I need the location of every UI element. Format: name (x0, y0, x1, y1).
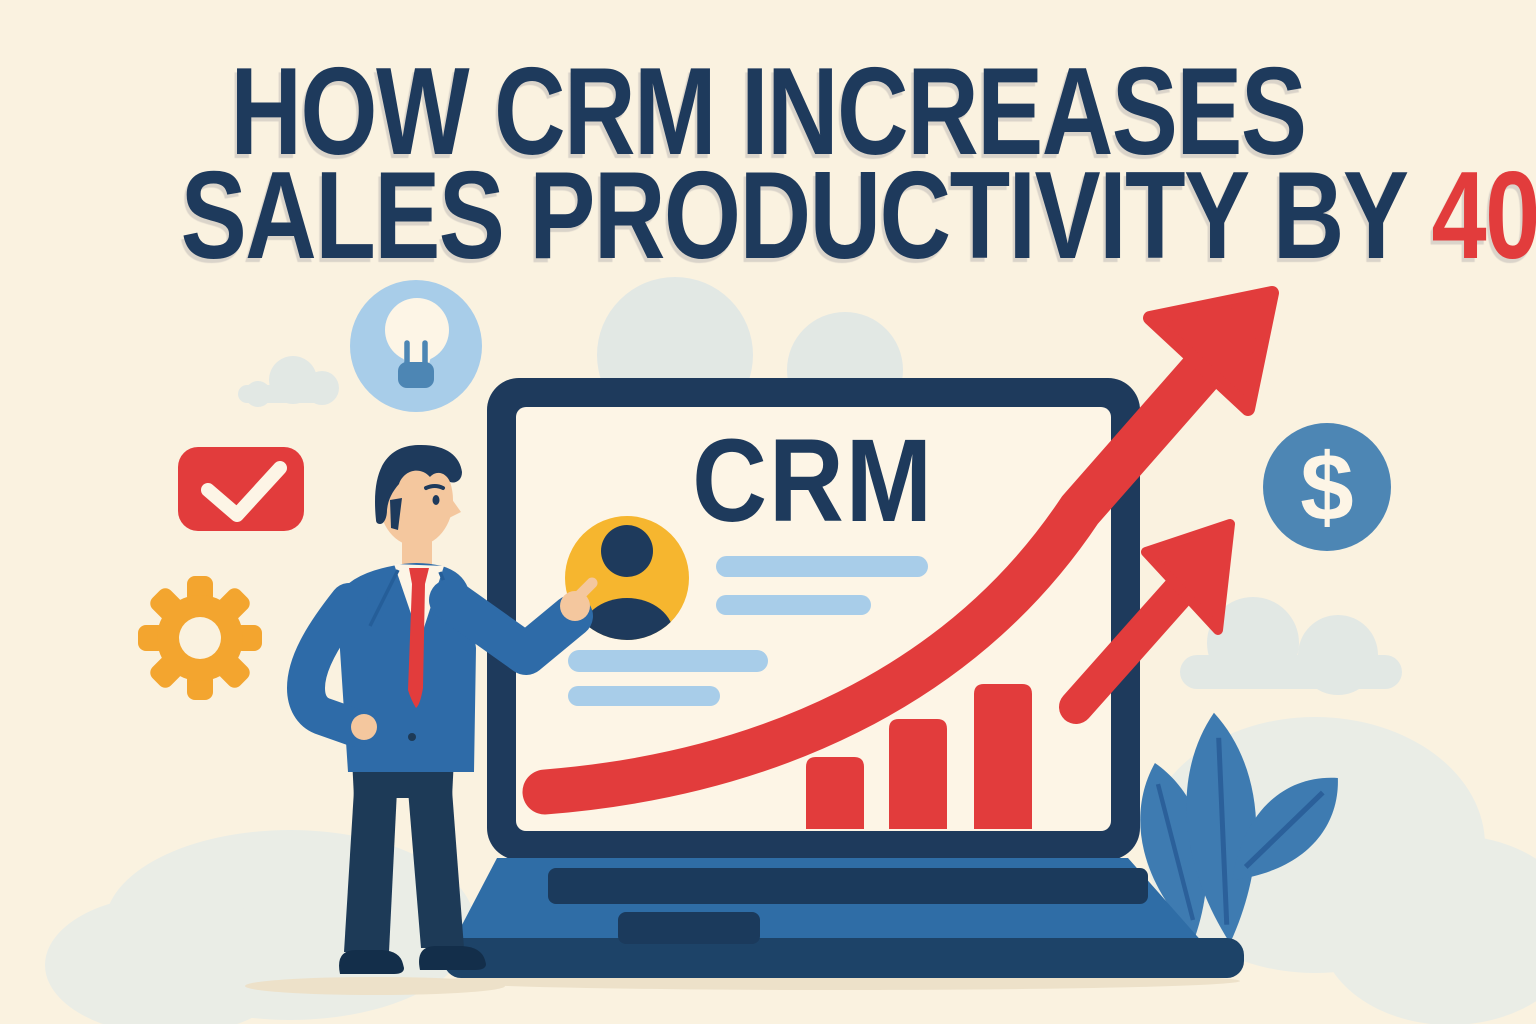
crm-dashboard: CRM (565, 414, 1032, 829)
left-hand (351, 714, 377, 740)
head (375, 444, 462, 546)
small-growth-arrow-icon (1059, 519, 1235, 724)
user-avatar-icon (565, 516, 689, 640)
eye (432, 495, 440, 505)
cloud-small-left (238, 356, 339, 407)
title-line-2: SALES PRODUCTIVITY BY 40% (0, 154, 1536, 278)
jacket-button (408, 733, 416, 741)
shoes (339, 946, 486, 974)
plant-leaf (1211, 756, 1359, 902)
right-arm (429, 579, 593, 675)
infographic-title: HOW CRM INCREASES SALES PRODUCTIVITY BY … (0, 43, 1536, 278)
hair (375, 444, 462, 524)
bar-3 (974, 684, 1032, 829)
tie (408, 568, 429, 708)
nose (449, 498, 461, 518)
checkmark-icon (178, 447, 304, 531)
plant-leaf (1179, 710, 1265, 946)
title-line-2-text: SALES PRODUCTIVITY BY (180, 147, 1432, 285)
plant-leaf (1125, 756, 1225, 944)
sideburn (390, 498, 402, 530)
title-percentage: 40% (1431, 147, 1536, 285)
lightbulb-icon (350, 280, 482, 412)
background-blob-bottom-left (45, 830, 475, 1024)
touchpad (618, 912, 760, 944)
dollar-coin-icon: $ (1263, 423, 1391, 551)
person-shadow (245, 977, 505, 995)
bar-1 (806, 757, 864, 829)
pointing-hand (560, 577, 598, 621)
left-arm (287, 583, 375, 747)
cloud-right (1180, 597, 1402, 695)
title-line-1: HOW CRM INCREASES (0, 43, 1536, 181)
arrowhead (1143, 286, 1279, 416)
laptop-base-edge (444, 938, 1244, 978)
laptop-screen (516, 407, 1111, 831)
gear-icon (138, 576, 262, 700)
laptop-base (444, 858, 1244, 978)
eyebrow (424, 484, 445, 490)
keyboard (548, 868, 1148, 904)
title-line-1-text: HOW CRM INCREASES (230, 43, 1307, 181)
plant-decoration (1125, 710, 1359, 946)
dollar-symbol: $ (1300, 434, 1353, 541)
bar-chart (806, 684, 1032, 829)
growth-arrow-icon (522, 286, 1279, 815)
bar-2 (889, 719, 947, 829)
arrowhead (1141, 519, 1235, 635)
profile-text-lines (568, 556, 928, 706)
crm-heading: CRM (692, 414, 934, 547)
businessman (287, 444, 598, 974)
